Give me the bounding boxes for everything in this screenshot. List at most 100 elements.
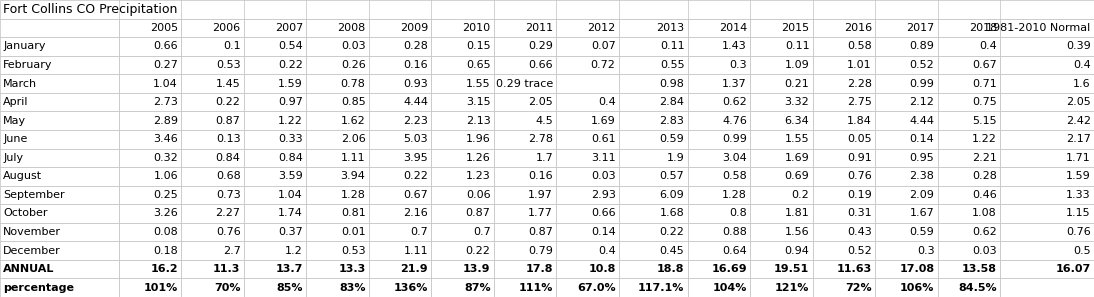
Text: 2.23: 2.23 — [404, 116, 428, 126]
Text: September: September — [3, 190, 65, 200]
Text: 2.05: 2.05 — [1066, 97, 1091, 107]
Text: 0.7: 0.7 — [410, 227, 428, 237]
Bar — [369, 148, 431, 167]
Bar — [750, 111, 813, 130]
Bar — [750, 130, 813, 148]
Bar — [0, 260, 119, 279]
Text: 0.67: 0.67 — [404, 190, 428, 200]
Text: 1.69: 1.69 — [784, 153, 810, 163]
Bar — [369, 204, 431, 223]
Bar — [431, 56, 493, 74]
Text: 0.87: 0.87 — [466, 208, 490, 219]
Text: 0.76: 0.76 — [1066, 227, 1091, 237]
Text: 0.81: 0.81 — [341, 208, 365, 219]
Text: 0.26: 0.26 — [341, 60, 365, 70]
Bar — [119, 93, 182, 111]
Bar — [244, 148, 306, 167]
Bar — [431, 279, 493, 297]
Bar — [244, 111, 306, 130]
Bar — [182, 241, 244, 260]
Text: 0.29: 0.29 — [528, 41, 554, 51]
Text: 4.44: 4.44 — [403, 97, 428, 107]
Bar — [306, 56, 369, 74]
Text: 1.43: 1.43 — [722, 41, 747, 51]
Text: 0.31: 0.31 — [847, 208, 872, 219]
Text: January: January — [3, 41, 46, 51]
Text: 0.22: 0.22 — [466, 246, 490, 256]
Text: 0.72: 0.72 — [591, 60, 616, 70]
Bar — [119, 74, 182, 93]
Bar — [0, 167, 119, 186]
Text: 1.74: 1.74 — [278, 208, 303, 219]
Bar — [938, 37, 1000, 56]
Bar — [306, 148, 369, 167]
Text: 0.87: 0.87 — [216, 116, 241, 126]
Bar — [244, 204, 306, 223]
Bar — [431, 37, 493, 56]
Bar — [306, 37, 369, 56]
Bar — [0, 37, 119, 56]
Text: 2.05: 2.05 — [528, 97, 554, 107]
Text: 1.7: 1.7 — [535, 153, 554, 163]
Bar — [244, 279, 306, 297]
Bar — [182, 186, 244, 204]
Bar — [813, 93, 875, 111]
Text: 16.07: 16.07 — [1056, 264, 1091, 274]
Bar — [0, 18, 119, 37]
Bar — [182, 93, 244, 111]
Bar — [813, 167, 875, 186]
Text: 0.39: 0.39 — [1066, 41, 1091, 51]
Text: 0.01: 0.01 — [341, 227, 365, 237]
Text: 0.4: 0.4 — [597, 97, 616, 107]
Bar — [1000, 186, 1094, 204]
Bar — [688, 148, 750, 167]
Bar — [938, 186, 1000, 204]
Text: 1.62: 1.62 — [341, 116, 365, 126]
Text: 2009: 2009 — [399, 23, 428, 33]
Text: 0.93: 0.93 — [404, 78, 428, 89]
Bar — [750, 37, 813, 56]
Text: 0.03: 0.03 — [341, 41, 365, 51]
Text: 0.05: 0.05 — [847, 134, 872, 144]
Bar — [493, 37, 557, 56]
Bar — [1000, 74, 1094, 93]
Bar — [119, 37, 182, 56]
Text: 0.22: 0.22 — [404, 171, 428, 181]
Bar — [493, 223, 557, 241]
Bar — [119, 260, 182, 279]
Bar — [1000, 111, 1094, 130]
Bar — [369, 74, 431, 93]
Bar — [557, 148, 619, 167]
Text: 17.8: 17.8 — [525, 264, 554, 274]
Bar — [431, 74, 493, 93]
Bar — [619, 260, 688, 279]
Text: 117.1%: 117.1% — [638, 283, 685, 293]
Text: 1.45: 1.45 — [216, 78, 241, 89]
Text: April: April — [3, 97, 28, 107]
Bar — [244, 56, 306, 74]
Text: 2013: 2013 — [656, 23, 685, 33]
Text: July: July — [3, 153, 23, 163]
Text: 0.99: 0.99 — [722, 134, 747, 144]
Bar — [0, 130, 119, 148]
Text: 3.32: 3.32 — [784, 97, 810, 107]
Bar — [557, 18, 619, 37]
Bar — [619, 148, 688, 167]
Text: 0.66: 0.66 — [528, 60, 554, 70]
Bar — [369, 56, 431, 74]
Bar — [619, 93, 688, 111]
Text: 13.3: 13.3 — [338, 264, 365, 274]
Bar — [750, 93, 813, 111]
Text: 0.16: 0.16 — [404, 60, 428, 70]
Text: 0.14: 0.14 — [591, 227, 616, 237]
Bar — [431, 130, 493, 148]
Text: 0.03: 0.03 — [591, 171, 616, 181]
Text: 0.76: 0.76 — [847, 171, 872, 181]
Bar — [182, 56, 244, 74]
Text: 2.21: 2.21 — [973, 153, 997, 163]
Bar — [1000, 167, 1094, 186]
Text: 0.62: 0.62 — [722, 97, 747, 107]
Text: 0.33: 0.33 — [278, 134, 303, 144]
Bar — [0, 223, 119, 241]
Bar — [688, 223, 750, 241]
